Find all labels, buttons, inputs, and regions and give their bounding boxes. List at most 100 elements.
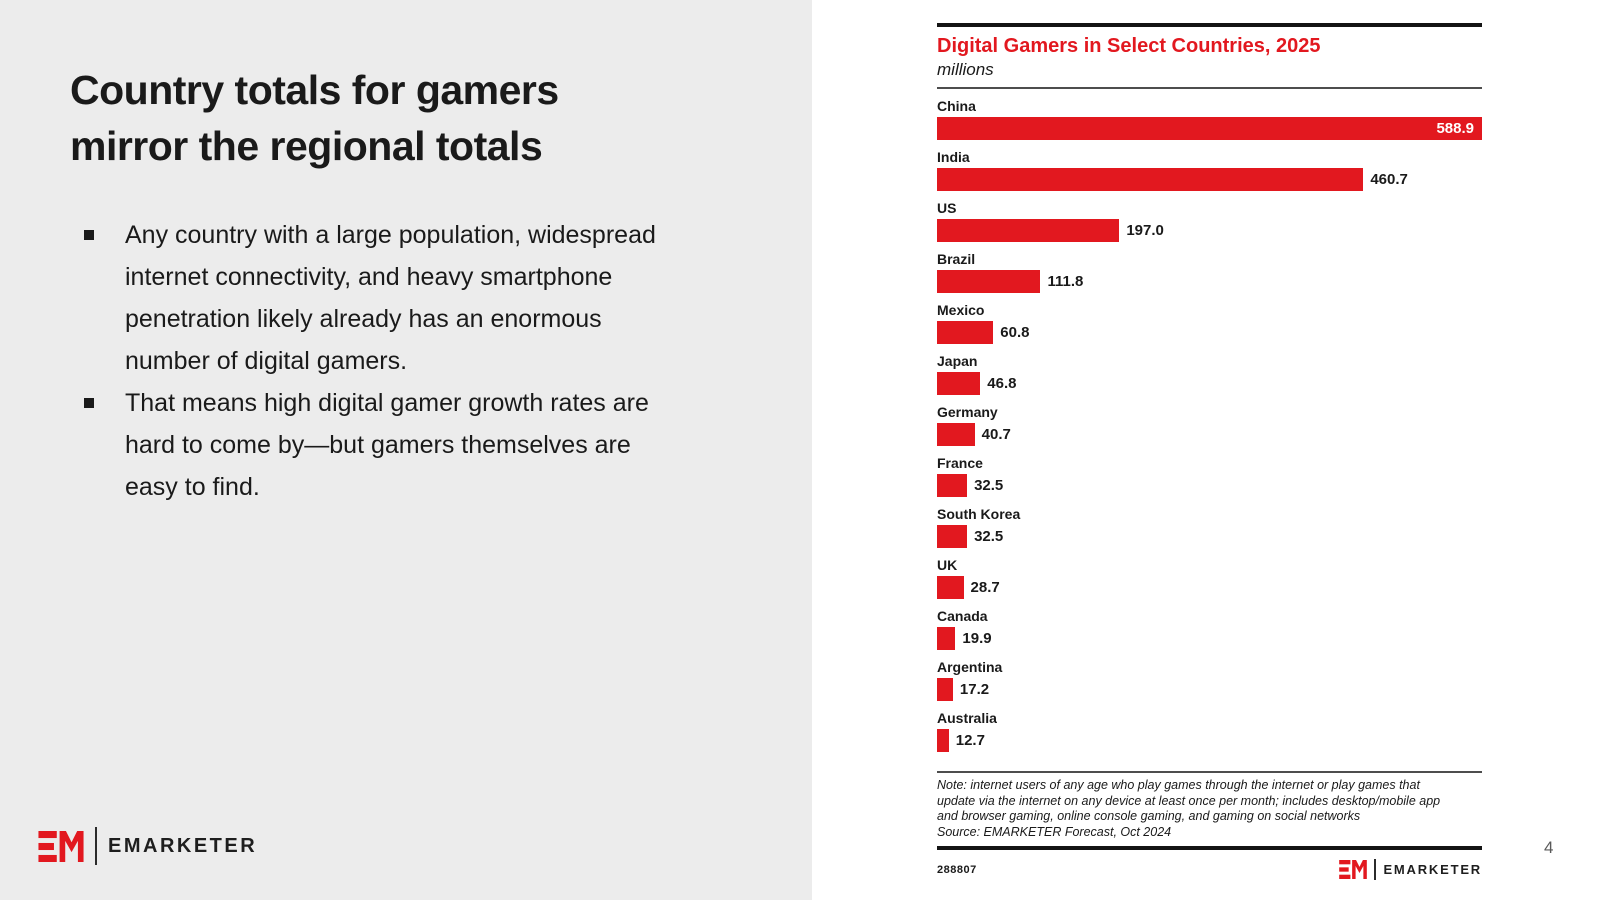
slide-title-line-1: Country totals for gamers: [70, 67, 559, 113]
bar: [937, 168, 1364, 191]
bar-value: 19.9: [962, 630, 992, 647]
bar-row: South Korea 32.5: [937, 506, 1482, 548]
bar-track: 32.5: [937, 525, 1482, 548]
bar-row: US 197.0: [937, 200, 1482, 242]
bar: [937, 372, 981, 395]
chart-top-rule: [937, 23, 1482, 27]
bullet-list: Any country with a large population, wid…: [84, 214, 684, 508]
bar-row: Argentina 17.2: [937, 659, 1482, 701]
note-line: and browser gaming, online console gamin…: [937, 809, 1361, 823]
brand-wordmark: EMARKETER: [1383, 862, 1482, 877]
chart-id: 288807: [937, 863, 977, 876]
bar: [937, 729, 949, 752]
bar-row: France 32.5: [937, 455, 1482, 497]
bar-track: 32.5: [937, 474, 1482, 497]
bar-row: Brazil 111.8: [937, 251, 1482, 293]
source-line: Source: EMARKETER Forecast, Oct 2024: [937, 824, 1172, 839]
bar-value: 460.7: [1370, 171, 1408, 188]
bullet-marker-icon: [84, 230, 94, 240]
bar-label: US: [937, 200, 957, 216]
emarketer-logo-small: EMARKETER: [1339, 859, 1482, 880]
bar-row: Japan 46.8: [937, 353, 1482, 395]
note-rule: [937, 771, 1482, 773]
bullet-item: That means high digital gamer growth rat…: [84, 382, 684, 508]
bar: 588.9: [937, 117, 1482, 140]
bar-label: Mexico: [937, 302, 985, 318]
bar-value: 197.0: [1126, 222, 1164, 239]
bar-track: 111.8: [937, 270, 1482, 293]
bar-row: UK 28.7: [937, 557, 1482, 599]
bar-value: 40.7: [981, 426, 1011, 443]
bar-label: Japan: [937, 353, 978, 369]
bar-value: 17.2: [959, 681, 990, 698]
bar-label: France: [937, 455, 983, 471]
bar: [937, 219, 1120, 242]
chart-title: Digital Gamers in Select Countries, 2025: [937, 35, 1321, 57]
chart-panel: Digital Gamers in Select Countries, 2025…: [937, 23, 1482, 880]
em-logo-icon: [38, 830, 84, 862]
bar-chart: China 588.9 India 460.7 US 197.0 Brazil 111.8 Me…: [937, 98, 1482, 752]
bar-track: 588.9: [937, 117, 1482, 140]
bar-value: 46.8: [987, 375, 1017, 392]
bar-row: Australia 12.7: [937, 710, 1482, 752]
chart-footer: 288807 EMARKETER: [937, 859, 1482, 880]
bar-track: 60.8: [937, 321, 1482, 344]
bar: [937, 576, 964, 599]
bar-track: 12.7: [937, 729, 1482, 752]
bar-value: 32.5: [974, 528, 1004, 545]
bar-label: South Korea: [937, 506, 1021, 522]
bar: [937, 423, 975, 446]
bar-row: Canada 19.9: [937, 608, 1482, 650]
bar: [937, 678, 953, 701]
logo-divider: [95, 827, 97, 865]
bar-track: 19.9: [937, 627, 1482, 650]
bar: [937, 321, 994, 344]
bar-row: China 588.9: [937, 98, 1482, 140]
bar-track: 460.7: [937, 168, 1482, 191]
bar-track: 46.8: [937, 372, 1482, 395]
bullet-text: Any country with a large population, wid…: [125, 221, 656, 375]
bar-label: India: [937, 149, 970, 165]
bar-label: Canada: [937, 608, 988, 624]
bar-row: Germany 40.7: [937, 404, 1482, 446]
bar: [937, 270, 1041, 293]
bar-row: India 460.7: [937, 149, 1482, 191]
note-line: update via the internet on any device at…: [937, 793, 1441, 808]
bar-value: 60.8: [1000, 324, 1030, 341]
bullet-marker-icon: [84, 398, 94, 408]
slide-title: Country totals for gamers mirror the regi…: [70, 62, 559, 174]
chart-subtitle: millions: [937, 60, 994, 79]
bar-track: 28.7: [937, 576, 1482, 599]
chart-bottom-rule: [937, 846, 1482, 850]
bar: [937, 525, 968, 548]
slide-title-line-2: mirror the regional totals: [70, 123, 543, 169]
bar-track: 197.0: [937, 219, 1482, 242]
bar-label: China: [937, 98, 976, 114]
bar-label: Argentina: [937, 659, 1003, 675]
bar-label: Germany: [937, 404, 998, 420]
emarketer-logo: EMARKETER: [38, 827, 257, 865]
bar: [937, 474, 968, 497]
chart-note: Note: internet users of any age who play…: [937, 778, 1482, 840]
bar-row: Mexico 60.8: [937, 302, 1482, 344]
bar-value: 111.8: [1047, 273, 1084, 290]
left-text-panel: Country totals for gamers mirror the regi…: [0, 0, 812, 900]
bar-label: Brazil: [937, 251, 976, 267]
bar-track: 17.2: [937, 678, 1482, 701]
bar-value: 28.7: [970, 579, 1000, 596]
bar-value: 32.5: [974, 477, 1004, 494]
brand-wordmark: EMARKETER: [108, 834, 258, 857]
bar-value: 12.7: [955, 732, 985, 749]
em-logo-icon: [1339, 860, 1368, 879]
bullet-text: That means high digital gamer growth rat…: [125, 389, 649, 501]
bar-value: 588.9: [1436, 120, 1474, 137]
bar-label: UK: [937, 557, 958, 573]
bullet-item: Any country with a large population, wid…: [84, 214, 684, 382]
page-number: 4: [1544, 838, 1554, 857]
note-line: Note: internet users of any age who play…: [937, 778, 1420, 792]
bar-track: 40.7: [937, 423, 1482, 446]
chart-header-rule: [937, 87, 1482, 89]
bar-label: Australia: [937, 710, 997, 726]
bar: [937, 627, 956, 650]
